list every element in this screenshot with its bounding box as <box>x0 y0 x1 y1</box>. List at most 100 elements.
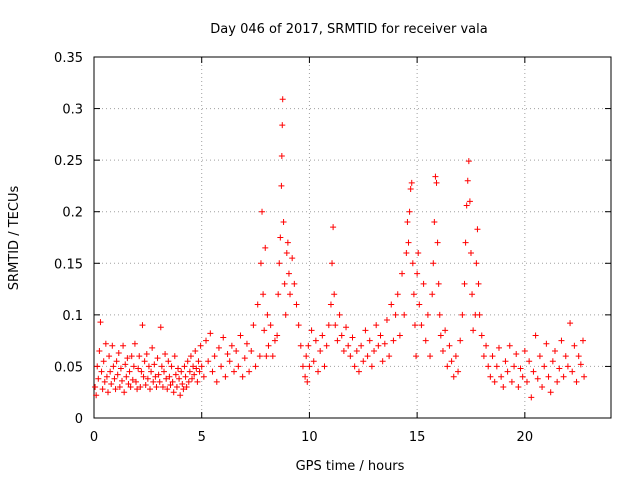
data-point <box>508 378 515 385</box>
data-point <box>519 373 526 380</box>
data-point <box>185 378 192 385</box>
data-point <box>119 377 126 384</box>
data-point <box>317 347 324 354</box>
x-tick-label: 20 <box>517 430 534 445</box>
data-point <box>466 198 473 205</box>
data-point <box>476 311 483 318</box>
data-point <box>213 378 220 385</box>
x-axis-label: GPS time / hours <box>296 459 405 474</box>
data-point <box>148 368 155 375</box>
data-point <box>325 322 332 329</box>
data-point <box>164 386 171 393</box>
data-point <box>338 332 345 339</box>
data-point <box>157 324 164 331</box>
data-point <box>200 373 207 380</box>
data-point <box>289 255 296 262</box>
data-point <box>224 351 231 358</box>
data-point <box>321 363 328 370</box>
data-point <box>231 368 238 375</box>
data-point <box>461 280 468 287</box>
data-point <box>353 347 360 354</box>
data-point <box>259 208 266 215</box>
data-point <box>560 373 567 380</box>
data-point <box>138 368 145 375</box>
data-point <box>330 224 337 231</box>
data-point <box>340 347 347 354</box>
data-point <box>302 373 309 380</box>
data-point <box>239 373 246 380</box>
data-point <box>515 384 522 391</box>
data-point <box>107 368 114 375</box>
data-point <box>304 378 311 385</box>
data-point <box>564 363 571 370</box>
data-point <box>127 384 134 391</box>
data-point <box>159 384 166 391</box>
data-point <box>416 301 423 308</box>
data-point <box>422 337 429 344</box>
data-point <box>114 371 121 378</box>
data-point <box>355 368 362 375</box>
x-tick-label: 10 <box>301 430 318 445</box>
data-point <box>282 311 289 318</box>
data-point <box>573 378 580 385</box>
data-point <box>480 353 487 360</box>
data-point <box>250 322 257 329</box>
data-point <box>134 386 141 393</box>
data-point <box>122 361 129 368</box>
data-point <box>139 322 146 329</box>
data-point <box>554 378 561 385</box>
data-point <box>129 376 136 383</box>
y-tick-label: 0.15 <box>54 257 83 272</box>
data-point <box>474 226 481 233</box>
data-point <box>377 332 384 339</box>
data-point <box>581 373 588 380</box>
data-point <box>536 353 543 360</box>
data-point <box>526 358 533 365</box>
data-point <box>215 344 222 351</box>
data-point <box>418 322 425 329</box>
data-point <box>446 342 453 349</box>
data-point <box>111 375 118 382</box>
data-point <box>143 351 150 358</box>
data-point <box>303 353 310 360</box>
x-tick-label: 15 <box>409 430 426 445</box>
data-point <box>283 249 290 256</box>
data-point <box>101 378 108 385</box>
data-point <box>504 368 511 375</box>
data-point <box>153 384 160 391</box>
data-point <box>102 340 109 347</box>
data-point <box>495 344 502 351</box>
data-point <box>462 239 469 246</box>
data-point <box>351 363 358 370</box>
data-point <box>373 322 380 329</box>
data-point <box>459 311 466 318</box>
data-point <box>235 363 242 370</box>
data-point <box>399 270 406 277</box>
data-point <box>410 291 417 298</box>
data-point <box>439 347 446 354</box>
data-point <box>178 368 185 375</box>
data-point <box>115 350 122 357</box>
data-point <box>513 351 520 358</box>
data-point <box>332 322 339 329</box>
data-point <box>478 332 485 339</box>
data-point <box>165 358 172 365</box>
data-point <box>545 373 552 380</box>
data-point <box>528 394 535 401</box>
data-point <box>278 182 285 189</box>
data-point <box>237 332 244 339</box>
data-point <box>336 311 343 318</box>
data-point <box>413 353 420 360</box>
data-point <box>113 358 120 365</box>
data-point <box>485 363 492 370</box>
data-point <box>131 340 138 347</box>
data-point <box>147 386 154 393</box>
data-point <box>274 332 281 339</box>
data-point <box>436 311 443 318</box>
data-point <box>278 153 285 160</box>
data-point <box>427 353 434 360</box>
data-point <box>116 384 123 391</box>
data-point <box>194 378 201 385</box>
data-point <box>469 291 476 298</box>
